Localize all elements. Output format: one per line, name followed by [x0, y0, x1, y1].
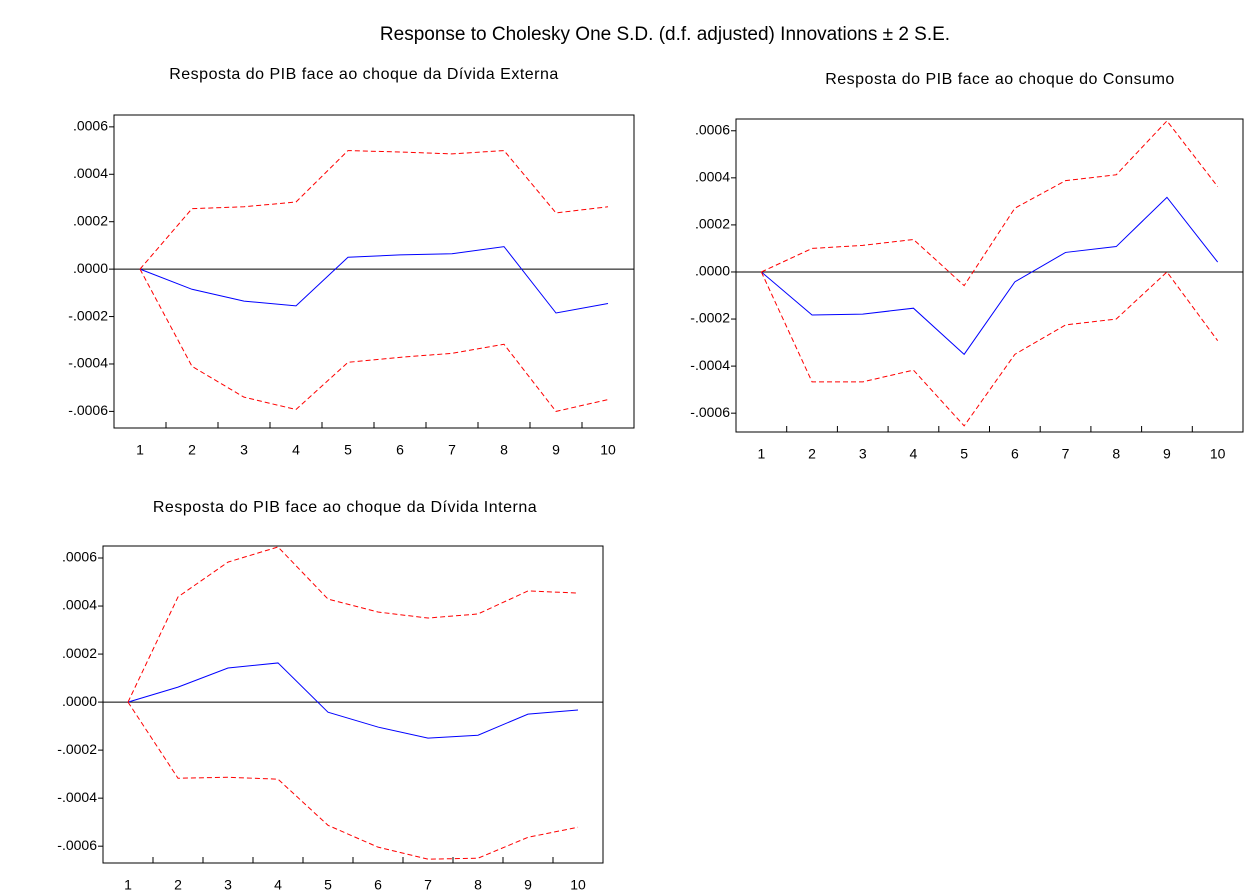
- plot-frame: [113, 114, 635, 429]
- x-tick-label: 7: [424, 877, 432, 892]
- y-tick-label: .0000: [73, 260, 108, 276]
- y-tick-label: .0000: [62, 693, 97, 709]
- panel: Resposta do PIB face ao choque da Dívida…: [57, 499, 604, 892]
- x-tick-label: 3: [859, 446, 867, 462]
- band-line: [760, 271, 1219, 427]
- y-tick-label: .0006: [695, 121, 730, 137]
- y-tick-label: .0004: [73, 165, 108, 181]
- y-tick-label: .0002: [695, 216, 730, 232]
- panel-title: Resposta do PIB face ao choque da Dívida…: [169, 66, 559, 83]
- x-tick-label: 1: [136, 442, 144, 458]
- y-tick-label: -.0004: [68, 355, 108, 371]
- panel: Resposta do PIB face ao choque do Consum…: [690, 71, 1244, 462]
- x-tick-label: 9: [524, 877, 532, 892]
- y-tick-label: .0004: [62, 597, 97, 613]
- x-tick-label: 4: [910, 446, 918, 462]
- band-line: [761, 120, 1219, 287]
- panel-title: Resposta do PIB face ao choque do Consum…: [825, 71, 1175, 88]
- response-line: [761, 196, 1219, 356]
- x-tick-label: 5: [960, 446, 968, 462]
- panel: Resposta do PIB face ao choque da Dívida…: [68, 66, 635, 458]
- band-line: [127, 701, 579, 860]
- band-line: [139, 268, 609, 412]
- y-tick-label: .0006: [73, 118, 108, 134]
- x-tick-label: 2: [174, 877, 182, 892]
- x-tick-label: 6: [396, 442, 404, 458]
- y-tick-label: .0002: [73, 212, 108, 228]
- band-line: [127, 546, 579, 703]
- x-tick-label: 8: [500, 442, 508, 458]
- panel-title: Resposta do PIB face ao choque da Dívida…: [153, 499, 537, 516]
- x-tick-label: 6: [1011, 446, 1019, 462]
- x-tick-label: 7: [448, 442, 456, 458]
- y-tick-label: .0000: [695, 263, 730, 279]
- x-tick-label: 3: [224, 877, 232, 892]
- figure-title: Response to Cholesky One S.D. (d.f. adju…: [380, 24, 950, 45]
- y-tick-label: -.0002: [68, 307, 108, 323]
- y-tick-label: -.0004: [57, 789, 97, 805]
- y-tick-label: -.0006: [68, 402, 108, 418]
- y-tick-label: -.0006: [690, 404, 730, 420]
- x-tick-label: 8: [474, 877, 482, 892]
- x-tick-label: 2: [808, 446, 816, 462]
- x-tick-label: 9: [552, 442, 560, 458]
- x-tick-label: 10: [1210, 446, 1226, 462]
- response-line: [139, 246, 609, 314]
- x-tick-label: 3: [240, 442, 248, 458]
- x-tick-label: 4: [274, 877, 282, 892]
- x-tick-label: 4: [292, 442, 300, 458]
- x-tick-label: 6: [374, 877, 382, 892]
- plot-frame: [735, 118, 1244, 433]
- x-tick-label: 1: [757, 446, 765, 462]
- x-tick-label: 10: [600, 442, 616, 458]
- y-tick-label: -.0002: [57, 741, 97, 757]
- y-tick-label: -.0006: [57, 837, 97, 853]
- y-tick-label: -.0004: [690, 357, 730, 373]
- x-tick-label: 5: [324, 877, 332, 892]
- plot-frame: [102, 545, 604, 864]
- x-tick-label: 5: [344, 442, 352, 458]
- y-tick-label: -.0002: [690, 310, 730, 326]
- x-tick-label: 7: [1062, 446, 1070, 462]
- y-tick-label: .0004: [695, 169, 730, 185]
- x-tick-label: 8: [1112, 446, 1120, 462]
- x-tick-label: 1: [124, 877, 132, 892]
- y-tick-label: .0006: [62, 549, 97, 565]
- x-tick-label: 10: [570, 877, 586, 892]
- x-tick-label: 9: [1163, 446, 1171, 462]
- response-line: [127, 662, 579, 739]
- y-tick-label: .0002: [62, 645, 97, 661]
- x-tick-label: 2: [188, 442, 196, 458]
- band-line: [139, 150, 609, 270]
